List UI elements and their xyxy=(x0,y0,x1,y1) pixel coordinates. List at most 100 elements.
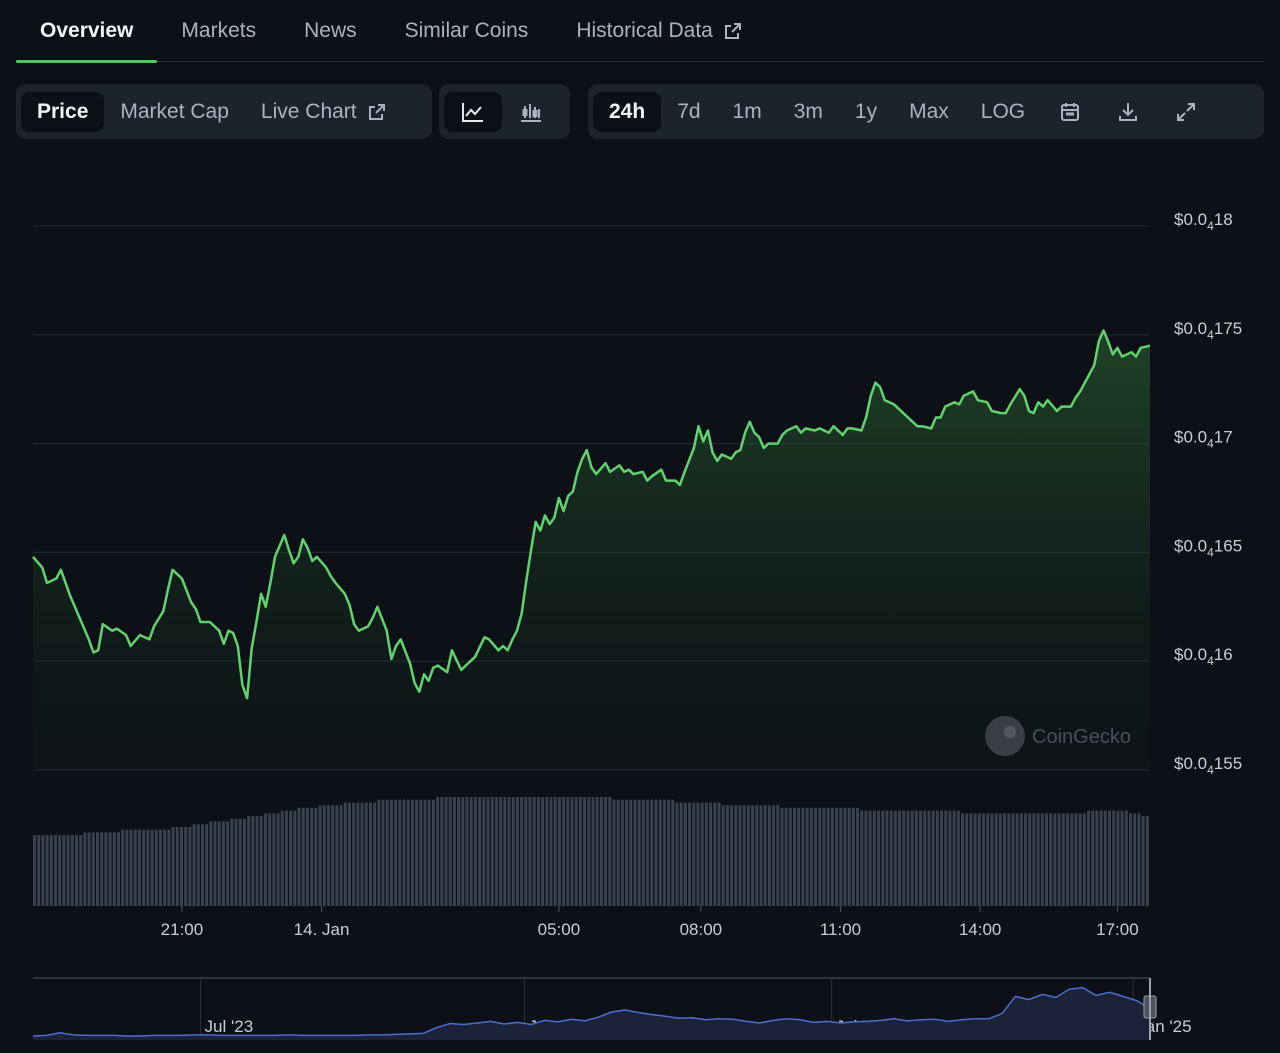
price-chart[interactable]: $0.0418$0.04175$0.0417$0.04165$0.0416$0.… xyxy=(0,150,1280,1053)
external-link-icon xyxy=(368,103,385,120)
volume-bar xyxy=(776,805,780,906)
volume-bar xyxy=(381,799,385,906)
tab-historical-data[interactable]: Historical Data xyxy=(552,0,767,62)
volume-bar xyxy=(1040,813,1044,906)
volume-bar xyxy=(847,807,851,906)
volume-bar xyxy=(1112,810,1116,906)
volume-bar xyxy=(885,810,889,906)
volume-bar xyxy=(213,821,217,906)
volume-bar xyxy=(326,805,330,906)
volume-bar xyxy=(688,802,692,906)
volume-bar xyxy=(322,805,326,906)
y-tick-prefix: $0.0 xyxy=(1174,428,1207,447)
volume-bar xyxy=(339,805,343,906)
x-tick-label: 05:00 xyxy=(538,920,581,939)
volume-bar xyxy=(696,802,700,906)
volume-bar xyxy=(66,835,70,906)
download-button[interactable] xyxy=(1099,92,1157,132)
volume-bar xyxy=(129,829,133,906)
volume-bar xyxy=(965,813,969,906)
volume-bar xyxy=(528,797,532,906)
volume-bar xyxy=(515,797,519,906)
calendar-icon xyxy=(1061,102,1080,121)
volume-bar xyxy=(179,827,183,906)
range-1y-button[interactable]: 1y xyxy=(854,99,878,123)
volume-bar xyxy=(356,802,360,906)
volume-bar xyxy=(196,824,200,907)
volume-bar xyxy=(209,821,213,906)
volume-bar xyxy=(1049,813,1053,906)
volume-bar xyxy=(125,829,129,906)
volume-bar xyxy=(158,829,162,906)
volume-bar xyxy=(814,807,818,906)
range-24h-button[interactable]: 24h xyxy=(593,91,662,132)
price-area xyxy=(33,330,1150,770)
y-tick-prefix: $0.0 xyxy=(1174,536,1207,555)
coingecko-watermark: CoinGecko xyxy=(985,716,1131,756)
volume-bar xyxy=(872,810,876,906)
volume-bar xyxy=(142,829,146,906)
volume-bar xyxy=(553,797,557,906)
volume-bar xyxy=(625,799,629,906)
volume-bar xyxy=(902,810,906,906)
volume-bar xyxy=(335,805,339,906)
price-button[interactable]: Price xyxy=(21,91,105,132)
y-tick-prefix: $0.0 xyxy=(1174,645,1207,664)
price-line xyxy=(32,329,1151,700)
tab-similar-coins[interactable]: Similar Coins xyxy=(381,0,553,62)
calendar-button[interactable] xyxy=(1041,92,1099,132)
x-tick-label: 21:00 xyxy=(161,920,204,939)
volume-bar xyxy=(305,807,309,906)
x-tick-label: 14. Jan xyxy=(294,920,350,939)
volume-bar xyxy=(280,810,284,906)
market-cap-button[interactable]: Market Cap xyxy=(120,99,229,123)
volume-bar xyxy=(100,832,104,906)
line-view-button[interactable] xyxy=(444,91,502,132)
volume-bar xyxy=(1103,810,1107,906)
fullscreen-button[interactable] xyxy=(1157,92,1215,132)
tab-similar-coins-label: Similar Coins xyxy=(404,18,529,42)
y-tick-suffix: 18 xyxy=(1214,210,1233,229)
volume-bar xyxy=(923,810,927,906)
range-7d-button[interactable]: 7d xyxy=(677,99,701,123)
volume-bar xyxy=(230,818,234,906)
external-link-icon xyxy=(724,22,741,39)
tab-markets[interactable]: Markets xyxy=(157,0,280,62)
volume-bar xyxy=(360,802,364,906)
volume-bar xyxy=(192,824,196,907)
volume-bar xyxy=(272,813,276,906)
tab-overview-label: Overview xyxy=(40,18,134,42)
y-tick-subscript: 4 xyxy=(1207,328,1214,342)
volume-bar xyxy=(62,835,66,906)
navigator-area xyxy=(33,987,1150,1040)
line-chart-icon xyxy=(462,102,483,122)
tab-overview[interactable]: Overview xyxy=(16,0,158,63)
volume-bar xyxy=(108,832,112,906)
y-tick-label: $0.0417 xyxy=(1174,428,1233,451)
volume-bar xyxy=(826,807,830,906)
live-chart-button[interactable]: Live Chart xyxy=(245,92,403,132)
range-1m-button[interactable]: 1m xyxy=(732,99,762,123)
volume-bar xyxy=(641,799,645,906)
expand-icon xyxy=(1177,102,1196,121)
volume-bar xyxy=(1024,813,1028,906)
volume-bar xyxy=(914,810,918,906)
volume-bar xyxy=(604,797,608,906)
volume-bar xyxy=(755,805,759,906)
range-3m-button[interactable]: 3m xyxy=(793,99,823,123)
volume-bar xyxy=(746,805,750,906)
volume-bar xyxy=(1011,813,1015,906)
volume-bar xyxy=(368,802,372,906)
volume-bar xyxy=(268,813,272,906)
candlestick-view-button[interactable] xyxy=(502,92,560,132)
volume-bar xyxy=(1032,813,1036,906)
tab-news[interactable]: News xyxy=(280,0,381,62)
volume-bar xyxy=(935,810,939,906)
volume-bar xyxy=(452,797,456,906)
volume-bar xyxy=(33,835,36,906)
range-max-button[interactable]: Max xyxy=(909,99,949,123)
volume-bar xyxy=(864,810,868,906)
log-scale-button[interactable]: LOG xyxy=(980,99,1026,123)
volume-bar xyxy=(242,818,246,906)
